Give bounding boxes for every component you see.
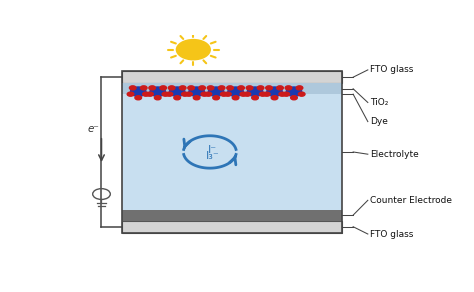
Circle shape	[205, 92, 212, 96]
Text: Counter Electrode: Counter Electrode	[370, 196, 452, 205]
Text: e⁻: e⁻	[88, 124, 100, 133]
Circle shape	[168, 86, 175, 90]
Bar	[122, 71, 342, 84]
Bar	[122, 71, 342, 233]
Circle shape	[188, 86, 194, 90]
Text: FTO glass: FTO glass	[370, 65, 413, 74]
Circle shape	[252, 96, 258, 100]
Circle shape	[143, 92, 149, 96]
Circle shape	[219, 86, 225, 90]
Circle shape	[174, 96, 181, 100]
Circle shape	[227, 86, 233, 90]
Circle shape	[135, 96, 142, 100]
Circle shape	[189, 87, 204, 96]
Circle shape	[299, 92, 305, 96]
Circle shape	[176, 39, 211, 60]
Text: I₃⁻: I₃⁻	[206, 151, 219, 161]
Circle shape	[129, 86, 136, 90]
Text: Electrolyte: Electrolyte	[370, 150, 419, 159]
Text: Dye: Dye	[370, 117, 388, 126]
Bar	[122, 94, 342, 210]
Circle shape	[170, 87, 185, 96]
Circle shape	[182, 92, 188, 96]
Circle shape	[155, 96, 161, 100]
Text: I⁻: I⁻	[208, 145, 218, 154]
Circle shape	[130, 87, 146, 96]
Circle shape	[259, 92, 266, 96]
Circle shape	[201, 92, 208, 96]
Circle shape	[240, 92, 246, 96]
Circle shape	[220, 92, 227, 96]
Circle shape	[267, 87, 282, 96]
Circle shape	[225, 92, 231, 96]
Circle shape	[247, 87, 263, 96]
Circle shape	[264, 92, 270, 96]
Text: FTO glass: FTO glass	[370, 230, 413, 239]
Circle shape	[277, 86, 283, 90]
Circle shape	[209, 87, 224, 96]
Bar	[122, 84, 342, 94]
Circle shape	[266, 86, 272, 90]
Circle shape	[232, 96, 239, 100]
Circle shape	[296, 86, 303, 90]
Circle shape	[140, 86, 147, 90]
Circle shape	[285, 86, 292, 90]
Circle shape	[271, 96, 278, 100]
Circle shape	[238, 86, 245, 90]
Circle shape	[207, 86, 214, 90]
Circle shape	[244, 92, 251, 96]
Circle shape	[179, 86, 186, 90]
Circle shape	[162, 92, 169, 96]
Text: TiO₂: TiO₂	[370, 98, 388, 107]
Circle shape	[213, 96, 219, 100]
Circle shape	[228, 87, 243, 96]
Circle shape	[127, 92, 134, 96]
Circle shape	[283, 92, 290, 96]
Circle shape	[279, 92, 285, 96]
Circle shape	[146, 92, 153, 96]
Circle shape	[291, 96, 297, 100]
Circle shape	[186, 92, 192, 96]
Circle shape	[160, 86, 166, 90]
Circle shape	[193, 96, 200, 100]
Circle shape	[246, 86, 253, 90]
Circle shape	[166, 92, 173, 96]
Circle shape	[149, 86, 155, 90]
Circle shape	[150, 87, 165, 96]
Circle shape	[286, 87, 302, 96]
Bar	[122, 210, 342, 220]
Circle shape	[199, 86, 205, 90]
Circle shape	[257, 86, 264, 90]
Bar	[122, 220, 342, 233]
